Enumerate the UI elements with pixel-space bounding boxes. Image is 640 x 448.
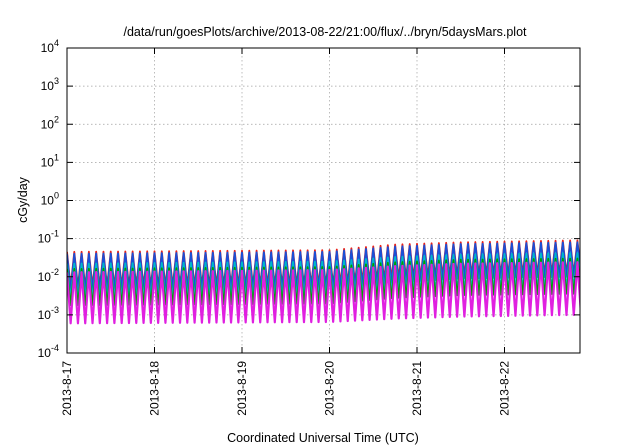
y-tick-label: 104 [41,38,59,55]
series-line [67,261,580,325]
y-tick-label: 10-2 [38,267,59,284]
x-tick-label: 2013-8-20 [323,361,337,416]
series-line [67,241,580,291]
y-tick-label: 100 [41,191,59,208]
y-tick-label: 10-4 [38,343,59,360]
x-tick-label: 2013-8-17 [60,361,74,416]
y-axis-ticks: 10-4 10-3 10-2 10-1 100 101 102 103 104 [38,38,580,360]
y-tick-label: 103 [41,76,59,93]
x-tick-label: 2013-8-21 [410,361,424,416]
y-tick-label: 101 [41,152,59,169]
y-tick-label: 10-1 [38,229,59,246]
x-axis-label: Coordinated Universal Time (UTC) [227,431,419,445]
y-axis-label: cGy/day [16,176,30,223]
x-axis-ticks: 2013-8-17 2013-8-18 2013-8-19 2013-8-20 2013… [60,48,512,416]
chart-title: /data/run/goesPlots/archive/2013-08-22/2… [123,25,527,39]
plot-area [67,239,580,325]
y-tick-label: 102 [41,114,59,131]
x-tick-label: 2013-8-19 [235,361,249,416]
series-group [67,239,580,325]
y-tick-label: 10-3 [38,305,59,322]
x-tick-label: 2013-8-22 [498,361,512,416]
x-tick-label: 2013-8-18 [148,361,162,416]
